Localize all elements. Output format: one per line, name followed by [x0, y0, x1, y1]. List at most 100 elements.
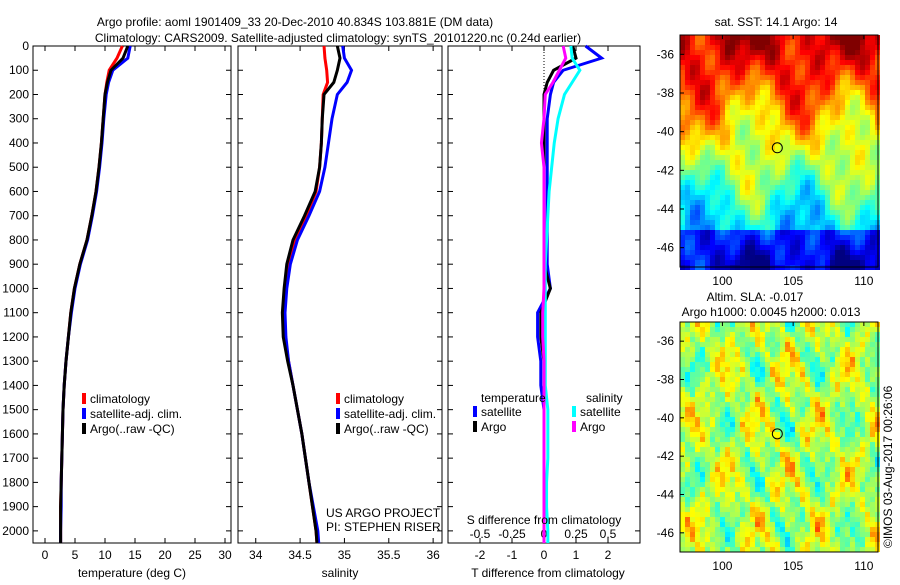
map-cell — [720, 437, 725, 442]
map-cell — [750, 412, 755, 417]
map-cell — [795, 80, 800, 85]
map-cell — [700, 352, 705, 357]
map-cell — [815, 255, 820, 260]
map-cell — [790, 322, 795, 327]
map-cell — [725, 230, 730, 235]
t-diff-axis-label: T difference from climatology — [471, 566, 625, 580]
map-cell — [740, 230, 745, 235]
map-cell — [795, 200, 800, 205]
map-cell — [700, 75, 705, 80]
map-cell — [860, 387, 865, 392]
map-cell — [755, 100, 760, 105]
map-cell — [790, 50, 795, 55]
map-cell — [835, 477, 840, 482]
map-cell — [810, 482, 815, 487]
map-cell — [860, 377, 865, 382]
map-cell — [750, 497, 755, 502]
map-cell — [805, 417, 810, 422]
map-cell — [740, 517, 745, 522]
map-cell — [735, 417, 740, 422]
map-cell — [810, 175, 815, 180]
map-cell — [705, 402, 710, 407]
map-cell — [780, 55, 785, 60]
map-cell — [755, 527, 760, 532]
map-cell — [725, 322, 730, 327]
map-cell — [780, 50, 785, 55]
map-cell — [855, 35, 860, 40]
map-cell — [830, 80, 835, 85]
map-cell — [795, 352, 800, 357]
map-cell — [725, 357, 730, 362]
map-cell — [725, 80, 730, 85]
map-cell — [835, 260, 840, 265]
map-cell — [755, 80, 760, 85]
map-cell — [705, 170, 710, 175]
map-cell — [840, 477, 845, 482]
map-cell — [855, 452, 860, 457]
map-cell — [750, 532, 755, 537]
map-cell — [870, 382, 875, 387]
map-cell — [730, 150, 735, 155]
map-cell — [685, 195, 690, 200]
map-cell — [745, 195, 750, 200]
map-cell — [770, 422, 775, 427]
map-cell — [865, 45, 870, 50]
map-cell — [800, 547, 805, 552]
map-cell — [690, 542, 695, 547]
map-cell — [815, 75, 820, 80]
map-cell — [825, 210, 830, 215]
map-cell — [750, 195, 755, 200]
map-cell — [845, 80, 850, 85]
map-cell — [790, 362, 795, 367]
map-cell — [705, 407, 710, 412]
map-cell — [760, 165, 765, 170]
map-cell — [850, 145, 855, 150]
map-cell — [750, 55, 755, 60]
map-cell — [820, 447, 825, 452]
map-cell — [735, 357, 740, 362]
map-cell — [725, 40, 730, 45]
map-cell — [825, 382, 830, 387]
map-cell — [785, 260, 790, 265]
map-cell — [785, 185, 790, 190]
map-cell — [800, 357, 805, 362]
map-cell — [860, 372, 865, 377]
map-cell — [750, 85, 755, 90]
map-cell — [810, 402, 815, 407]
map-cell — [780, 487, 785, 492]
map-cell — [810, 225, 815, 230]
map-cell — [870, 195, 875, 200]
map-cell — [740, 115, 745, 120]
map-cell — [700, 90, 705, 95]
map-cell — [795, 447, 800, 452]
map-cell — [785, 205, 790, 210]
map-cell — [735, 175, 740, 180]
map-cell — [825, 507, 830, 512]
map-cell — [685, 492, 690, 497]
map-cell — [830, 165, 835, 170]
map-cell — [810, 352, 815, 357]
map-cell — [810, 145, 815, 150]
map-cell — [825, 357, 830, 362]
map-cell — [700, 322, 705, 327]
map-cell — [835, 130, 840, 135]
map-cell — [810, 220, 815, 225]
map-cell — [720, 255, 725, 260]
map-cell — [715, 547, 720, 552]
map-cell — [790, 260, 795, 265]
map-cell — [755, 327, 760, 332]
map-cell — [705, 45, 710, 50]
map-cell — [830, 387, 835, 392]
map-cell — [690, 417, 695, 422]
map-cell — [720, 532, 725, 537]
map-cell — [845, 225, 850, 230]
map-cell — [805, 512, 810, 517]
map-cell — [870, 235, 875, 240]
map-cell — [715, 70, 720, 75]
map-cell — [760, 55, 765, 60]
map-cell — [690, 377, 695, 382]
map-cell — [865, 235, 870, 240]
map-cell — [700, 407, 705, 412]
map-cell — [740, 250, 745, 255]
map-cell — [830, 170, 835, 175]
